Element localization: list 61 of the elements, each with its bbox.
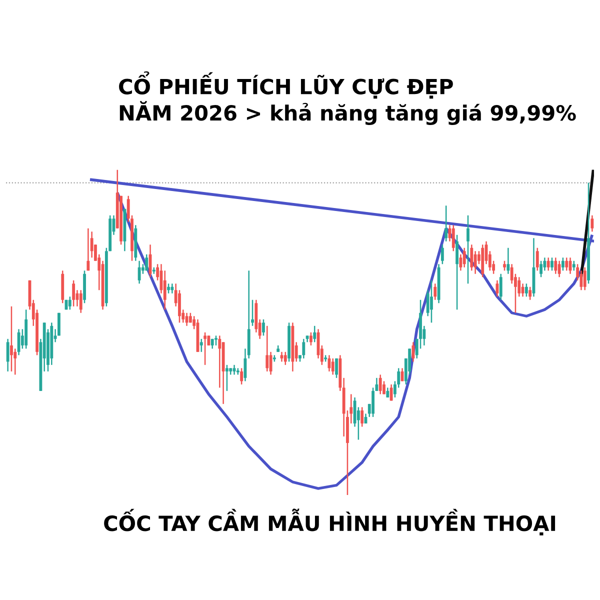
candlestick: [262, 318, 265, 336]
candlestick: [218, 335, 222, 388]
candlestick: [474, 250, 477, 274]
candlestick: [554, 256, 558, 274]
candlestick: [138, 260, 141, 284]
candlestick: [200, 338, 203, 353]
candlestick: [266, 325, 269, 372]
candlestick: [590, 214, 594, 232]
candlestick: [430, 280, 433, 324]
candlestick: [68, 296, 72, 310]
candlestick: [540, 260, 543, 278]
candlestick: [503, 260, 506, 272]
candlestick: [225, 364, 228, 392]
candlestick: [378, 374, 382, 395]
chart-subtitle: NĂM 2026 > khả năng tăng giá 99,99%: [120, 101, 576, 125]
candlestick: [466, 214, 470, 284]
candlestick: [390, 384, 393, 402]
candlestick: [524, 282, 528, 298]
candlestick: [90, 230, 94, 258]
candlestick: [456, 234, 459, 310]
candlestick: [572, 260, 576, 272]
candlestick: [170, 282, 174, 294]
candlestick: [72, 280, 76, 308]
candlestick: [546, 256, 550, 272]
candlestick: [536, 247, 539, 272]
candlestick: [302, 338, 306, 360]
candlestick: [434, 282, 437, 301]
candlestick: [499, 273, 502, 301]
candlestick: [309, 332, 312, 346]
text: CỐC TAY CẦM MẪU HÌNH HUYỀN THOẠI: [104, 508, 556, 536]
candlestick: [10, 306, 13, 372]
candlestick: [79, 290, 82, 314]
candlestick: [550, 256, 554, 272]
candlestick: [335, 358, 338, 379]
candlestick: [462, 247, 466, 268]
candlestick: [204, 332, 207, 366]
candlestick: [444, 204, 448, 242]
candlestick: [86, 228, 90, 272]
candlestick: [528, 286, 532, 301]
candlestick: [284, 351, 287, 366]
candlestick: [313, 325, 316, 343]
candlestick: [145, 254, 148, 272]
candlestick: [331, 358, 334, 376]
candlestick: [583, 266, 586, 291]
candlestick: [280, 351, 284, 362]
candlestick: [506, 247, 510, 274]
candlestick: [440, 244, 444, 265]
candlestick: [558, 260, 561, 278]
candlestick: [561, 256, 564, 272]
candlestick: [386, 387, 390, 398]
candlestick: [240, 368, 244, 386]
candlestick: [214, 335, 218, 346]
candlestick: [372, 387, 375, 418]
candlestick: [6, 338, 10, 372]
candlestick: [167, 282, 170, 294]
candlestick: [470, 244, 474, 272]
candlestick: [360, 406, 364, 428]
candlestick: [232, 364, 236, 376]
chart-title: CỔ PHIẾU TÍCH LŨY CỰC ĐẸP: [119, 71, 453, 99]
candlestick: [565, 256, 568, 272]
candlestick: [452, 224, 455, 252]
